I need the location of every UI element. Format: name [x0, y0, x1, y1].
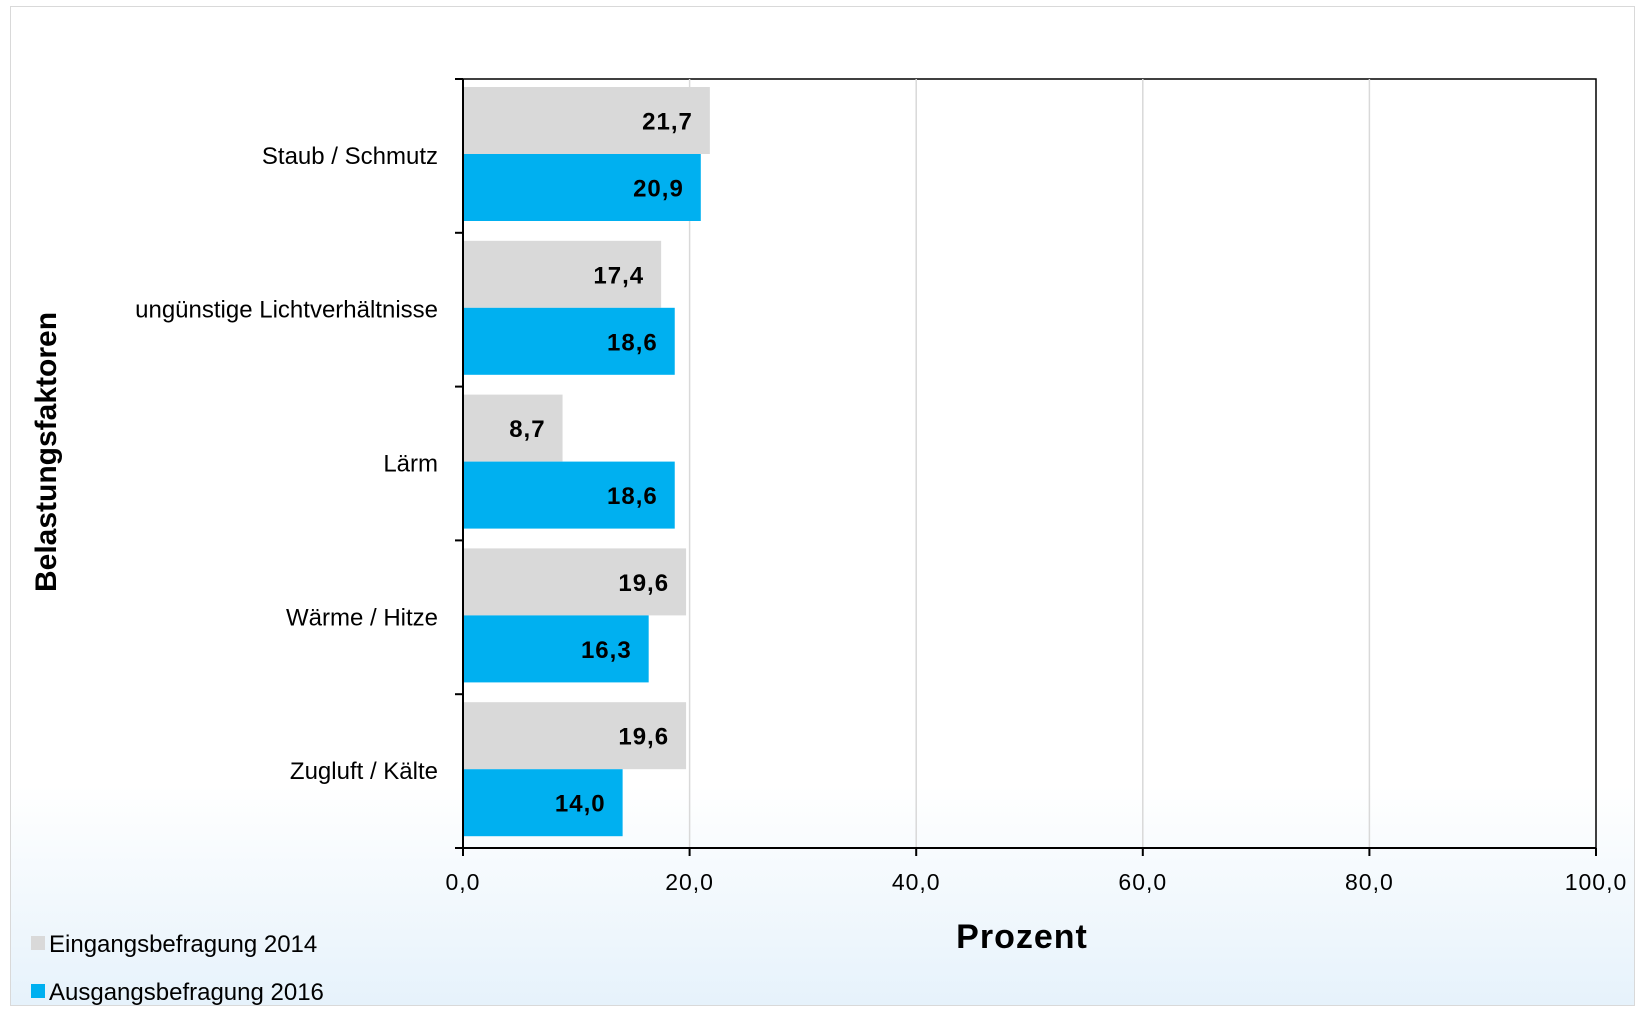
bar-0-2 — [464, 394, 563, 462]
data-label: 16,3 — [581, 637, 632, 664]
data-label: 14,0 — [555, 791, 606, 818]
legend-swatch-2014 — [31, 936, 45, 950]
category-label: Zugluft / Kälte — [290, 758, 438, 785]
x-tick-label: 20,0 — [665, 869, 714, 895]
legend-swatch-2016 — [31, 984, 45, 998]
legend: Eingangsbefragung 2014 Ausgangsbefragung… — [31, 931, 324, 1006]
legend-label-2016: Ausgangsbefragung 2016 — [49, 979, 324, 1006]
bar-1-2 — [464, 461, 675, 529]
axes — [455, 78, 1597, 856]
bar-1-1 — [464, 307, 675, 375]
data-label: 17,4 — [593, 262, 644, 289]
x-tick-label: 100,0 — [1565, 869, 1628, 895]
data-label: 21,7 — [642, 109, 693, 136]
category-label: Wärme / Hitze — [286, 604, 438, 631]
bar-1-0 — [464, 154, 701, 221]
x-axis-title: Prozent — [956, 918, 1088, 956]
data-label: 19,6 — [618, 724, 669, 751]
labels: 21,7 20,9 Staub / Schmutz 17,4 18,6 ungünstig… — [135, 109, 1628, 896]
bar-0-3 — [464, 548, 687, 616]
category-label: ungünstige Lichtverhältnisse — [135, 297, 438, 324]
chart-frame — [10, 6, 1635, 1006]
bar-0-4 — [464, 702, 687, 770]
data-label: 19,6 — [618, 570, 669, 597]
bar-0-0 — [464, 87, 710, 154]
bar-1-3 — [464, 615, 649, 683]
category-label: Lärm — [383, 451, 438, 478]
data-label: 8,7 — [509, 416, 545, 443]
data-label: 20,9 — [633, 176, 684, 203]
y-axis-title: Belastungsfaktoren — [30, 312, 63, 592]
x-tick-label: 60,0 — [1118, 869, 1167, 895]
data-label: 18,6 — [607, 483, 658, 510]
bars — [464, 87, 710, 837]
x-tick-label: 0,0 — [446, 869, 481, 895]
x-tick-label: 40,0 — [892, 869, 941, 895]
bar-1-4 — [464, 769, 623, 837]
bar-0-1 — [464, 240, 662, 308]
legend-label-2014: Eingangsbefragung 2014 — [49, 931, 317, 958]
data-label: 18,6 — [607, 329, 658, 356]
category-label: Staub / Schmutz — [262, 143, 438, 170]
x-tick-label: 80,0 — [1345, 869, 1394, 895]
